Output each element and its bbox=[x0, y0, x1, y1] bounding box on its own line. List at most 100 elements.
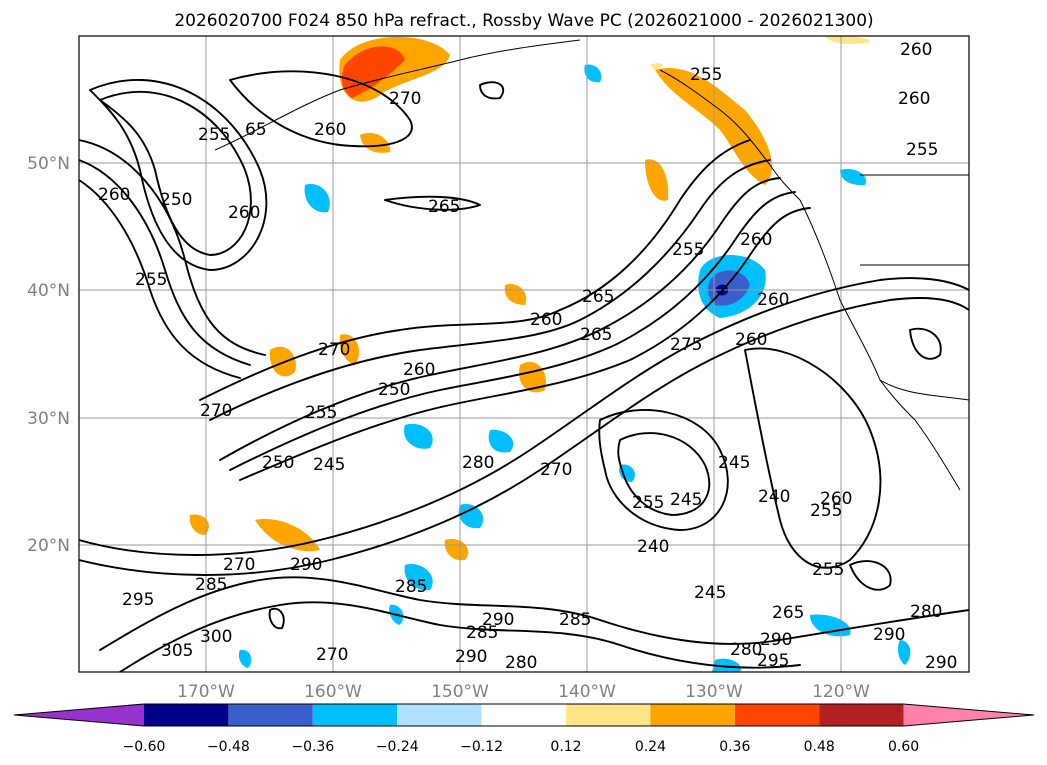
contour-label: 280 bbox=[730, 640, 762, 660]
colorbar-segment bbox=[734, 704, 820, 726]
lon-label-140w: 140°W bbox=[558, 682, 616, 702]
contour-label: 260 bbox=[898, 89, 930, 109]
graticule bbox=[79, 36, 969, 672]
negative-anomaly-patch-3 bbox=[404, 423, 433, 449]
colorbar-tick: 0.24 bbox=[635, 739, 666, 755]
contour-label: 285 bbox=[395, 577, 427, 597]
lat-label-50n: 50°N bbox=[27, 154, 70, 174]
contour-label: 255 bbox=[812, 560, 844, 580]
contour-label: 255 bbox=[906, 140, 938, 160]
contour-label: 255 bbox=[690, 65, 722, 85]
colorbar: −0.60 −0.48 −0.36 −0.24 −0.12 0.12 0.24 … bbox=[13, 703, 1035, 755]
contour-label: 265 bbox=[428, 197, 460, 217]
negative-anomaly-patch-5 bbox=[458, 504, 484, 529]
contour-label: 240 bbox=[758, 487, 790, 507]
contour-label: 275 bbox=[670, 335, 702, 355]
contour-label: 265 bbox=[582, 287, 614, 307]
contour-label: 290 bbox=[290, 555, 322, 575]
colorbar-tick: −0.48 bbox=[207, 739, 250, 755]
contour-label: 260 bbox=[820, 489, 852, 509]
contour-label: 260 bbox=[403, 360, 435, 380]
contour-label: 285 bbox=[195, 575, 227, 595]
contour-label: 285 bbox=[466, 623, 498, 643]
contour-label: 265 bbox=[772, 603, 804, 623]
contour-label: 290 bbox=[873, 625, 905, 645]
negative-anomaly-patch-2 bbox=[584, 64, 602, 83]
negative-anomaly-patch-9 bbox=[619, 464, 635, 482]
map-background bbox=[79, 36, 969, 672]
positive-anomaly-bc-coast bbox=[655, 68, 773, 185]
contour-label: 290 bbox=[455, 647, 487, 667]
negative-anomaly-patch-10 bbox=[897, 640, 911, 665]
contour-label: 260 bbox=[900, 40, 932, 60]
contour-label: 260 bbox=[735, 330, 767, 350]
contour-label: 290 bbox=[482, 610, 514, 630]
refractivity-contours bbox=[79, 70, 969, 672]
figure-title: 2026020700 F024 850 hPa refract., Rossby… bbox=[174, 11, 873, 31]
colorbar-tick: 0.48 bbox=[804, 739, 835, 755]
contour-label: 260 bbox=[530, 310, 562, 330]
lat-label-40n: 40°N bbox=[27, 281, 70, 301]
negative-anomaly-patch-13 bbox=[712, 658, 741, 672]
colorbar-segment bbox=[566, 704, 651, 726]
contour-label: 260 bbox=[98, 185, 130, 205]
negative-anomaly-patch-6 bbox=[404, 564, 433, 591]
colorbar-tick: 0.36 bbox=[719, 739, 750, 755]
map-panel: 260 270 255 65 260 265 260 250 260 255 2… bbox=[78, 35, 970, 673]
contour-label: 255 bbox=[135, 270, 167, 290]
contour-label: 245 bbox=[313, 455, 345, 475]
latitude-labels: 50°N 40°N 30°N 20°N bbox=[27, 154, 70, 556]
contour-label: 245 bbox=[670, 490, 702, 510]
colorbar-segment bbox=[397, 704, 482, 726]
contour-label: 65 bbox=[245, 120, 267, 140]
contour-label: 245 bbox=[694, 583, 726, 603]
weak-anomaly-bc-coast bbox=[650, 63, 663, 70]
colorbar-outline bbox=[13, 703, 1035, 727]
contour-label: 255 bbox=[305, 403, 337, 423]
colorbar-tick: 0.60 bbox=[888, 739, 919, 755]
colorbar-segment bbox=[228, 704, 313, 726]
positive-anomaly-patch-7 bbox=[189, 514, 210, 535]
colorbar-tick: 0.12 bbox=[550, 739, 581, 755]
colorbar-extend-max bbox=[903, 704, 1034, 726]
contour-label: 255 bbox=[198, 125, 230, 145]
contour-label: 280 bbox=[462, 453, 494, 473]
positive-anomaly-patch-10 bbox=[825, 36, 870, 44]
contour-label: 300 bbox=[200, 627, 232, 647]
contour-label: 265 bbox=[580, 325, 612, 345]
contour-label: 280 bbox=[910, 602, 942, 622]
contour-label: 260 bbox=[228, 203, 260, 223]
colorbar-tick: −0.60 bbox=[123, 739, 166, 755]
colorbar-segment bbox=[144, 704, 229, 726]
contour-label: 285 bbox=[559, 610, 591, 630]
contour-label: 250 bbox=[160, 190, 192, 210]
contour-label: 270 bbox=[200, 401, 232, 421]
lon-label-160w: 160°W bbox=[304, 682, 362, 702]
contour-label: 260 bbox=[740, 230, 772, 250]
lat-label-20n: 20°N bbox=[27, 536, 70, 556]
lon-label-150w: 150°W bbox=[431, 682, 489, 702]
lon-label-170w: 170°W bbox=[177, 682, 235, 702]
contour-labels: 260 270 255 65 260 265 260 250 260 255 2… bbox=[98, 40, 957, 672]
contour-label: 260 bbox=[314, 120, 346, 140]
colorbar-tick: −0.36 bbox=[291, 739, 334, 755]
positive-anomaly-patch-8 bbox=[444, 538, 469, 561]
negative-anomaly-patch-8 bbox=[840, 169, 866, 186]
colorbar-segment bbox=[481, 704, 566, 726]
colorbar-extend-min bbox=[14, 704, 144, 726]
contour-label: 245 bbox=[718, 453, 750, 473]
colorbar-segment bbox=[819, 704, 904, 726]
lat-label-30n: 30°N bbox=[27, 409, 70, 429]
contour-label: 250 bbox=[262, 453, 294, 473]
longitude-labels: 170°W 160°W 150°W 140°W 130°W 120°W bbox=[177, 682, 870, 702]
positive-anomaly-patch-4 bbox=[504, 284, 527, 305]
contour-label: 255 bbox=[672, 240, 704, 260]
contour-label: 305 bbox=[161, 641, 193, 661]
map-frame bbox=[78, 35, 970, 673]
colorbar-tick: −0.12 bbox=[460, 739, 503, 755]
contour-label: 250 bbox=[378, 380, 410, 400]
contour-label: 240 bbox=[637, 537, 669, 557]
contour-label: 270 bbox=[389, 89, 421, 109]
positive-anomaly-patch-5 bbox=[645, 159, 669, 201]
